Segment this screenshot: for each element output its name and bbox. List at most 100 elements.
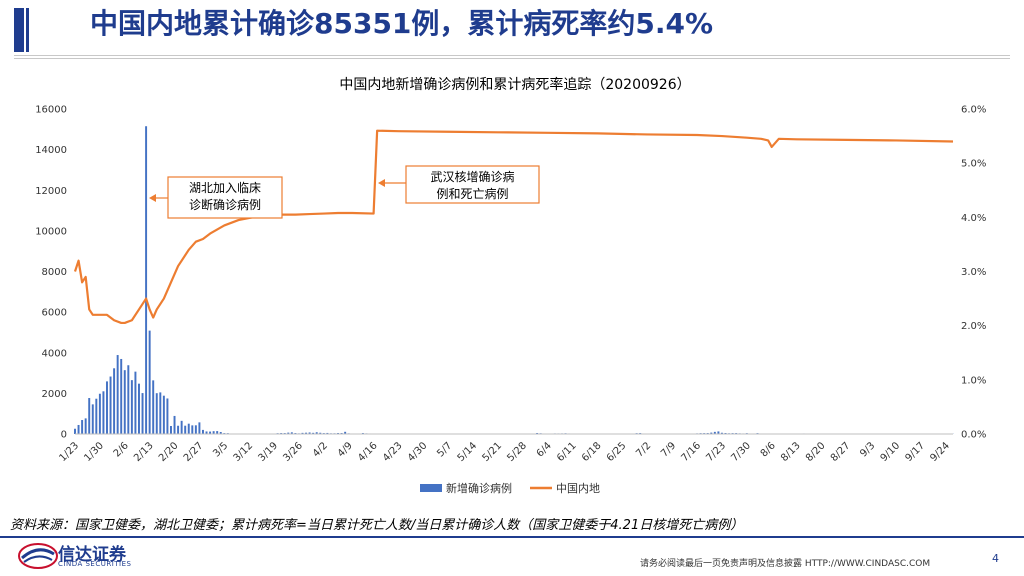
y-left-tick-label: 12000 xyxy=(35,186,67,197)
bar xyxy=(166,398,169,434)
chart-axes: 0 2000 4000 6000 8000 10000 12000 14000 16000 0.0… xyxy=(35,105,986,465)
title-bar xyxy=(14,6,1014,52)
x-tick-label: 8/20 xyxy=(804,440,828,464)
bar xyxy=(138,383,140,434)
bar xyxy=(159,392,162,434)
x-tick-label: 3/19 xyxy=(257,440,281,464)
bar xyxy=(713,431,716,434)
x-tick-label: 4/9 xyxy=(336,440,355,459)
y-left-tick-label: 4000 xyxy=(42,348,67,359)
bar xyxy=(216,431,219,434)
x-tick-label: 9/3 xyxy=(858,440,877,459)
bar-series xyxy=(74,126,954,434)
x-tick-label: 6/4 xyxy=(535,440,554,459)
y-right-tick-label: 1.0% xyxy=(961,375,986,386)
y-left-tick-label: 6000 xyxy=(42,308,67,319)
logo-text: 信达证券 xyxy=(58,545,126,565)
x-tick-label: 9/17 xyxy=(903,440,927,464)
annotation-text: 例和死亡病例 xyxy=(436,186,508,201)
annotation-arrowhead xyxy=(149,194,156,202)
bar xyxy=(173,415,176,434)
bar xyxy=(113,368,116,434)
bar xyxy=(710,432,713,434)
x-tick-label: 1/23 xyxy=(57,440,81,464)
x-tick-label: 4/16 xyxy=(356,440,380,464)
y-right-tick-label: 5.0% xyxy=(961,159,986,170)
bar xyxy=(308,432,311,434)
bar xyxy=(145,126,148,434)
annotation-text: 武汉核增确诊病 xyxy=(430,169,514,184)
x-tick-label: 8/13 xyxy=(779,440,803,464)
bar xyxy=(717,431,720,434)
x-tick-label: 7/9 xyxy=(659,440,678,459)
x-tick-label: 6/25 xyxy=(605,440,629,464)
bar xyxy=(187,423,190,434)
bar xyxy=(191,425,194,434)
y-right-tick-label: 6.0% xyxy=(961,105,986,116)
legend-bar-swatch xyxy=(420,484,442,492)
x-tick-label: 7/2 xyxy=(634,440,653,459)
x-tick-label: 4/23 xyxy=(381,440,405,464)
x-tick-label: 3/5 xyxy=(211,440,230,459)
disclaimer-link[interactable]: 请务必阅读最后一页免责声明及信息披露 HTTP://WWW.CINDASC.CO… xyxy=(640,559,931,569)
title-divider-secondary xyxy=(14,58,1010,59)
bar xyxy=(212,431,215,434)
y-left-tick-label: 8000 xyxy=(42,267,67,278)
line-series xyxy=(73,129,954,325)
x-tick-label: 6/11 xyxy=(555,440,579,464)
bar xyxy=(326,432,329,434)
bar xyxy=(184,425,187,434)
chart: 中国内地新增确诊病例和累计病死率追踪（20200926） 0 2000 4000 60… xyxy=(35,76,986,495)
bar xyxy=(169,425,172,434)
bar xyxy=(81,420,84,434)
bar xyxy=(201,429,204,434)
bar xyxy=(290,432,293,434)
bar xyxy=(130,380,133,434)
bar xyxy=(319,432,322,434)
x-tick-label: 1/30 xyxy=(82,440,106,464)
y-right-tick-label: 2.0% xyxy=(961,321,986,332)
bar xyxy=(155,393,158,434)
bar xyxy=(77,424,80,434)
bar xyxy=(287,432,290,434)
bar xyxy=(205,431,208,434)
x-tick-label: 9/24 xyxy=(928,440,952,464)
x-tick-label: 4/30 xyxy=(406,440,430,464)
title-accent-bar xyxy=(14,8,24,52)
bar xyxy=(312,432,315,434)
bar xyxy=(134,371,137,434)
x-tick-label: 8/6 xyxy=(759,440,778,459)
bar xyxy=(74,428,76,434)
title-divider xyxy=(14,55,1010,56)
x-tick-label: 5/28 xyxy=(505,440,529,464)
bar xyxy=(315,432,318,434)
bar xyxy=(219,431,222,434)
x-tick-label: 7/30 xyxy=(729,440,753,464)
y-right-tick-label: 0.0% xyxy=(961,430,986,441)
bar xyxy=(344,431,347,434)
x-tick-label: 2/6 xyxy=(112,440,131,459)
source-note: 资料来源：国家卫健委，湖北卫健委；累计病死率=当日累计死亡人数/当日累计确诊人数… xyxy=(10,518,744,533)
annotation-arrowhead xyxy=(378,179,385,187)
x-tick-label: 9/10 xyxy=(879,440,903,464)
y-right-tick-label: 4.0% xyxy=(961,213,986,224)
y-left-tick-label: 16000 xyxy=(35,105,67,116)
annotation-text: 诊断确诊病例 xyxy=(189,197,261,212)
x-tick-label: 2/27 xyxy=(182,440,206,464)
bar xyxy=(301,432,304,434)
x-tick-label: 5/21 xyxy=(480,440,504,464)
annotation-box xyxy=(167,176,283,219)
bar xyxy=(209,431,212,434)
y-left-tick-label: 2000 xyxy=(42,389,67,400)
bar xyxy=(198,422,201,434)
x-tick-label: 8/27 xyxy=(829,440,853,464)
y-left-tick-label: 14000 xyxy=(35,145,67,156)
bar xyxy=(102,391,105,434)
bar xyxy=(91,404,94,434)
bar xyxy=(720,432,723,434)
bar xyxy=(98,393,101,434)
page-number: 4 xyxy=(992,552,999,565)
bar xyxy=(84,418,87,434)
chart-title: 中国内地新增确诊病例和累计病死率追踪（20200926） xyxy=(339,76,690,93)
x-tick-label: 2/13 xyxy=(132,440,156,464)
